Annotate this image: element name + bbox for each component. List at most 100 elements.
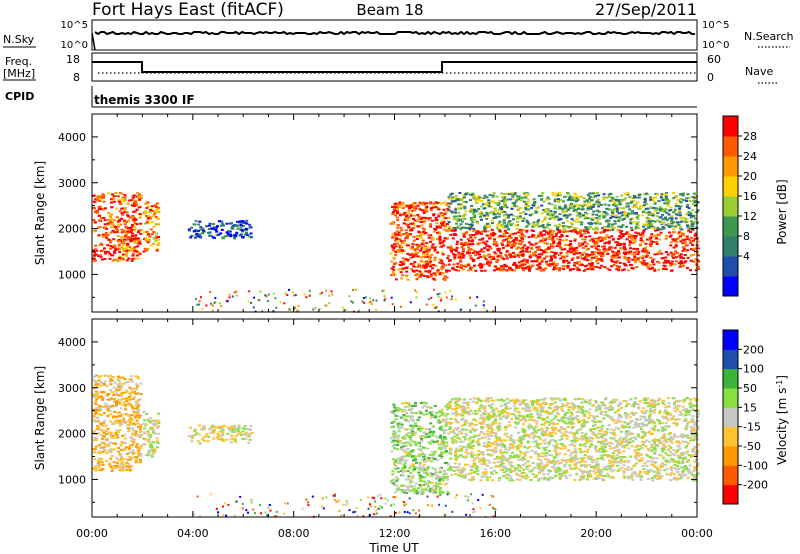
heatmap-cell xyxy=(618,261,622,264)
heatmap-cell xyxy=(190,434,194,437)
heatmap-cell xyxy=(511,232,515,235)
heatmap-cell xyxy=(684,221,688,224)
heatmap-cell xyxy=(414,482,418,485)
heatmap-cell xyxy=(541,258,545,261)
heatmap-cell xyxy=(433,259,437,262)
heatmap-cell xyxy=(442,444,446,447)
heatmap-cell xyxy=(147,419,151,422)
heatmap-cell xyxy=(430,245,434,248)
heatmap-cell xyxy=(503,199,507,202)
heatmap-cell xyxy=(657,261,661,264)
heatmap-cell xyxy=(96,391,100,394)
heatmap-cell xyxy=(217,434,221,437)
heatmap-cell xyxy=(395,238,399,240)
heatmap-cell xyxy=(415,291,418,294)
heatmap-cell xyxy=(632,247,636,250)
heatmap-cell xyxy=(459,228,463,231)
heatmap-cell xyxy=(108,213,112,216)
heatmap-cell xyxy=(573,227,577,230)
heatmap-cell xyxy=(532,221,536,224)
heatmap-cell xyxy=(576,256,580,259)
heatmap-cell xyxy=(428,435,432,438)
heatmap-cell xyxy=(405,452,409,455)
heatmap-cell xyxy=(408,454,412,457)
heatmap-cell xyxy=(516,195,520,198)
heatmap-cell xyxy=(405,412,409,414)
heatmap-cell xyxy=(511,222,514,225)
heatmap-cell xyxy=(221,432,225,435)
heatmap-cell xyxy=(476,257,480,260)
heatmap-cell xyxy=(445,441,449,444)
heatmap-cell xyxy=(431,434,435,437)
heatmap-cell xyxy=(104,252,108,255)
heatmap-cell xyxy=(139,426,142,428)
heatmap-cell xyxy=(440,425,444,428)
heatmap-cell xyxy=(401,417,405,420)
heatmap-cell xyxy=(535,474,539,477)
heatmap-cell xyxy=(582,246,585,249)
heatmap-cell xyxy=(131,224,135,226)
heatmap-cell xyxy=(435,411,439,414)
heatmap-cell xyxy=(461,268,465,271)
heatmap-cell xyxy=(137,452,141,455)
heatmap-cell xyxy=(445,417,449,420)
heatmap-cell xyxy=(622,470,626,473)
heatmap-cell xyxy=(97,427,101,430)
heatmap-cell xyxy=(143,427,147,430)
heatmap-cell xyxy=(403,450,407,453)
heatmap-cell xyxy=(133,240,137,243)
heatmap-cell xyxy=(393,439,396,442)
heatmap-cell xyxy=(391,221,395,224)
heatmap-cell xyxy=(524,262,528,265)
heatmap-cell xyxy=(105,384,109,387)
heatmap-cell xyxy=(197,223,201,226)
heatmap-cell xyxy=(480,214,484,217)
heatmap-cell xyxy=(148,443,152,446)
heatmap-cell xyxy=(494,242,498,245)
heatmap-cell xyxy=(588,195,592,198)
heatmap-cell xyxy=(419,485,423,488)
heatmap-cell xyxy=(678,214,682,217)
heatmap-cell xyxy=(594,202,598,205)
heatmap-cell xyxy=(443,225,447,228)
heatmap-cell xyxy=(396,239,400,242)
heatmap-cell xyxy=(407,226,411,229)
heatmap-cell xyxy=(471,218,475,221)
heatmap-cell xyxy=(558,254,562,257)
heatmap-cell xyxy=(401,274,405,277)
heatmap-cell xyxy=(501,196,505,199)
heatmap-cell xyxy=(115,195,119,198)
heatmap-cell xyxy=(604,211,608,214)
heatmap-cell xyxy=(649,206,653,209)
heatmap-cell xyxy=(490,228,494,231)
heatmap-cell xyxy=(409,479,413,482)
heatmap-cell xyxy=(540,204,544,207)
heatmap-cell xyxy=(214,228,218,231)
heatmap-cell xyxy=(420,401,423,404)
heatmap-cell xyxy=(405,448,409,451)
heatmap-cell xyxy=(504,253,508,256)
heatmap-cell xyxy=(405,214,409,217)
heatmap-cell xyxy=(362,297,365,299)
heatmap-cell xyxy=(692,239,696,242)
heatmap-cell xyxy=(526,221,530,224)
heatmap-cell xyxy=(564,214,568,216)
heatmap-cell xyxy=(443,483,447,486)
heatmap-cell xyxy=(134,432,138,435)
heatmap-cell xyxy=(462,226,466,229)
heatmap-cell xyxy=(391,205,394,208)
heatmap-cell xyxy=(403,217,407,220)
heatmap-cell xyxy=(648,236,652,238)
heatmap-cell xyxy=(155,232,158,235)
heatmap-cell xyxy=(603,203,607,206)
heatmap-cell xyxy=(123,207,127,210)
heatmap-cell xyxy=(431,425,435,428)
heatmap-cell xyxy=(394,409,398,412)
heatmap-cell xyxy=(556,238,559,241)
heatmap-cell xyxy=(437,295,440,298)
heatmap-cell xyxy=(634,231,638,234)
heatmap-cell xyxy=(629,218,633,221)
heatmap-cell xyxy=(676,237,680,240)
heatmap-cell xyxy=(430,482,434,485)
